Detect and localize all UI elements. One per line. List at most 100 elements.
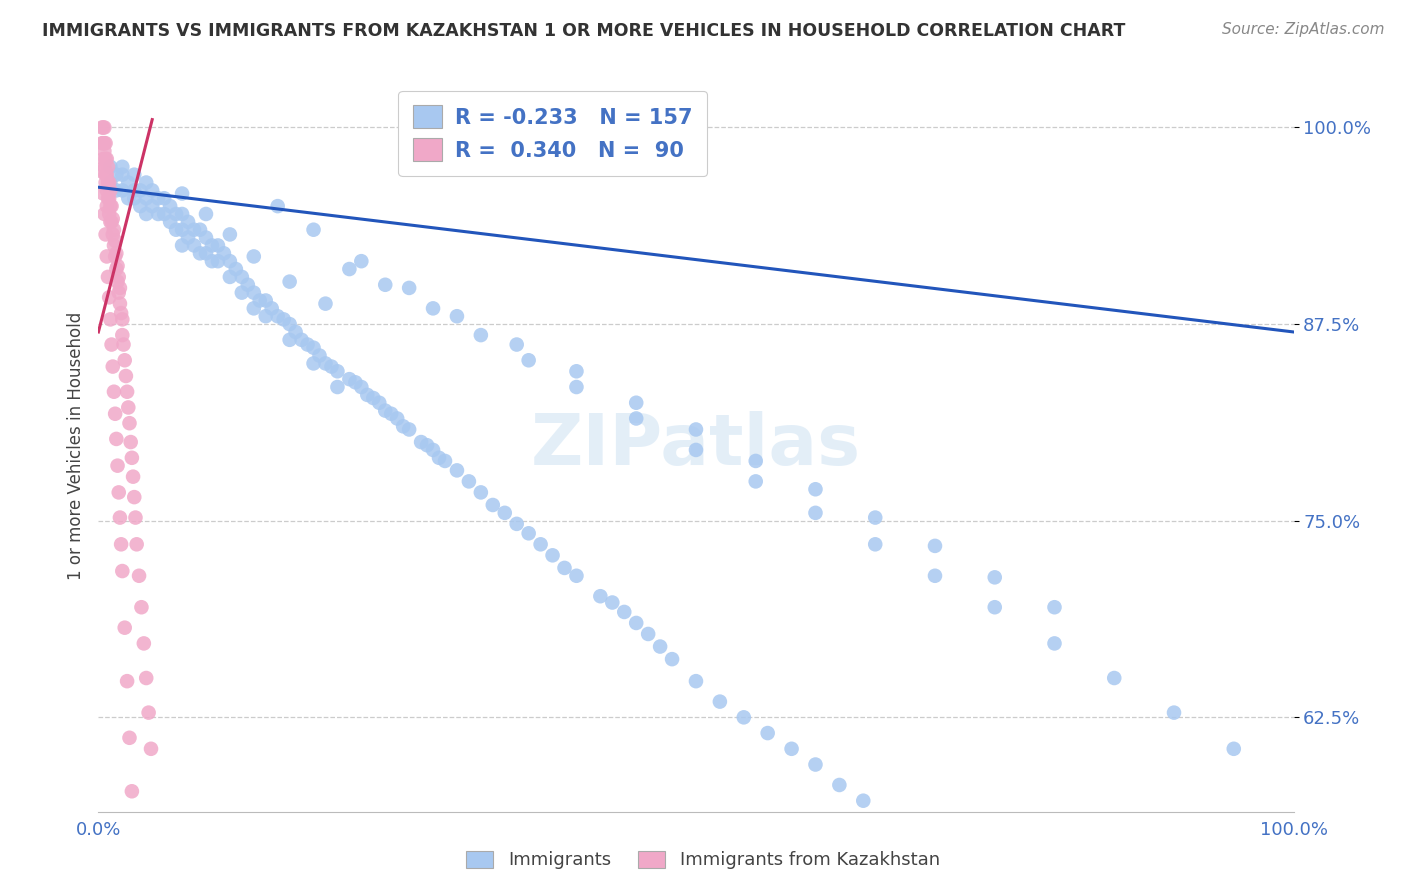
Point [458,475,481,489]
Point [337,262,360,277]
Point [709,695,731,709]
Point [100,337,122,351]
Point [1043,600,1066,615]
Point [105,183,128,197]
Point [98,183,122,197]
Point [302,223,325,237]
Legend: Immigrants, Immigrants from Kazakhstan: Immigrants, Immigrants from Kazakhstan [457,842,949,879]
Point [685,674,707,689]
Point [93,160,115,174]
Point [93,144,115,158]
Point [114,353,136,368]
Point [1102,671,1125,685]
Point [470,328,492,343]
Point [98,290,121,304]
Point [101,211,124,226]
Point [733,710,755,724]
Point [260,301,283,316]
Point [183,223,205,237]
Point [392,419,415,434]
Point [98,176,122,190]
Point [104,250,127,264]
Point [135,176,157,190]
Point [398,281,420,295]
Point [122,469,145,483]
Point [111,328,134,343]
Point [624,396,647,410]
Point [94,136,117,151]
Point [804,482,827,496]
Point [129,183,152,197]
Point [243,285,266,300]
Point [131,600,153,615]
Point [188,223,211,237]
Point [135,207,157,221]
Point [97,269,120,284]
Point [100,215,122,229]
Point [96,250,118,264]
Point [188,246,211,260]
Point [91,120,114,135]
Point [127,891,149,892]
Point [98,199,122,213]
Point [172,207,194,221]
Point [326,364,349,378]
Point [1222,741,1246,756]
Point [159,215,181,229]
Point [105,246,128,260]
Point [756,726,779,740]
Point [97,176,120,190]
Point [107,275,129,289]
Point [565,380,588,394]
Point [624,411,647,425]
Point [107,259,129,273]
Point [337,372,360,386]
Point [433,454,456,468]
Point [108,296,131,310]
Point [416,438,439,452]
Point [124,510,146,524]
Point [141,183,163,197]
Point [125,537,148,551]
Point [600,595,623,609]
Point [91,120,114,135]
Point [315,356,337,370]
Point [506,337,529,351]
Point [94,152,117,166]
Point [219,227,242,242]
Point [828,778,851,792]
Point [422,301,444,316]
Point [129,199,152,213]
Text: Source: ZipAtlas.com: Source: ZipAtlas.com [1222,22,1385,37]
Point [481,498,505,512]
Point [124,490,146,504]
Point [177,230,200,244]
Point [470,485,492,500]
Point [983,600,1005,615]
Point [273,312,295,326]
Point [121,784,143,798]
Point [924,539,946,553]
Point [363,391,385,405]
Point [141,199,163,213]
Point [98,215,122,229]
Point [117,401,139,415]
Point [135,671,157,685]
Point [326,380,349,394]
Point [924,844,946,858]
Point [105,262,128,277]
Point [212,246,235,260]
Point [111,183,134,197]
Point [302,341,325,355]
Point [120,435,142,450]
Point [321,359,343,374]
Point [153,207,176,221]
Point [91,186,114,201]
Point [124,191,146,205]
Point [506,516,529,531]
Point [1163,706,1185,720]
Point [115,384,138,399]
Point [98,176,121,190]
Point [165,223,187,237]
Point [98,312,122,326]
